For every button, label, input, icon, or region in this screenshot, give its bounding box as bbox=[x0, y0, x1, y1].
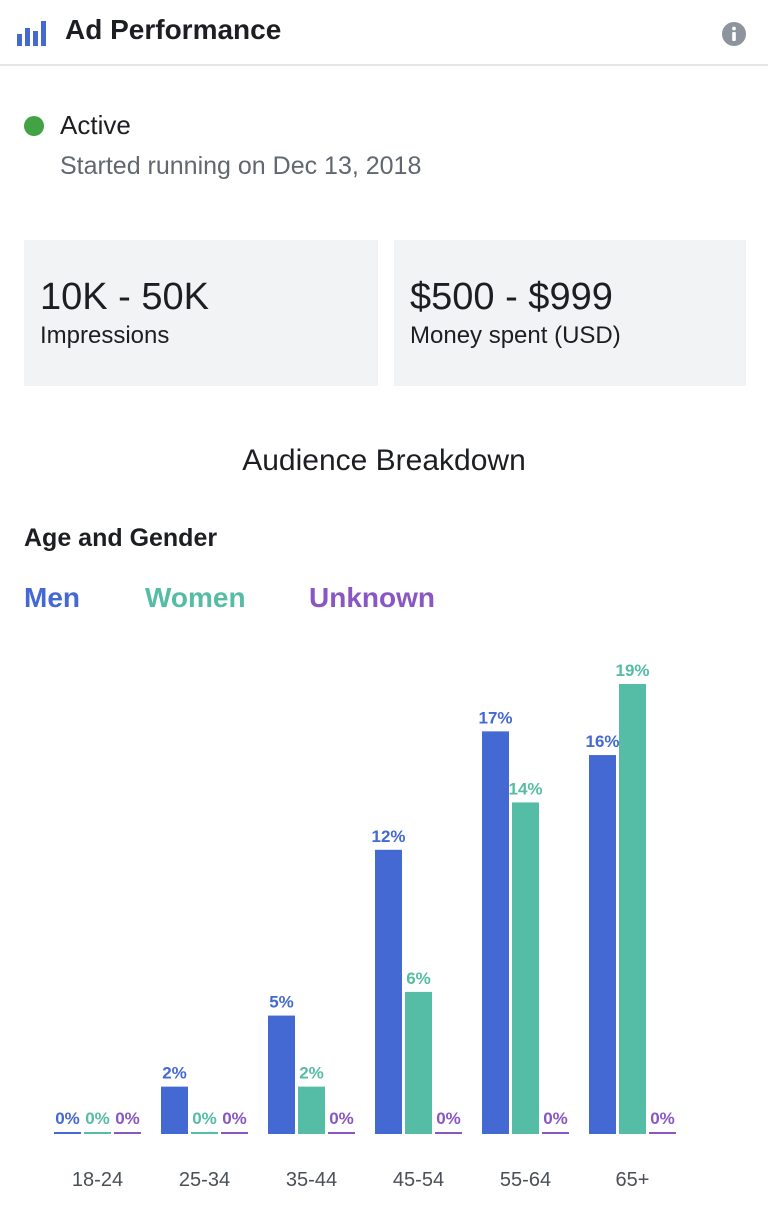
bar-label-women-18-24: 0% bbox=[85, 1109, 110, 1128]
x-tick-label: 25-34 bbox=[179, 1169, 230, 1191]
x-tick-label: 65+ bbox=[616, 1169, 650, 1191]
money-spent-card: $500 - $999 Money spent (USD) bbox=[394, 240, 746, 386]
bar-label-women-45-54: 6% bbox=[406, 969, 431, 988]
audience-breakdown-title: Audience Breakdown bbox=[242, 444, 526, 477]
bar-women-55-64[interactable] bbox=[512, 802, 539, 1134]
impressions-card: 10K - 50K Impressions bbox=[24, 240, 378, 386]
legend-unknown[interactable]: Unknown bbox=[309, 582, 435, 613]
x-tick-label: 55-64 bbox=[500, 1169, 551, 1191]
bar-unknown-65+[interactable] bbox=[649, 1132, 676, 1134]
bar-label-unknown-55-64: 0% bbox=[543, 1109, 568, 1128]
impressions-label: Impressions bbox=[40, 322, 170, 349]
status-text: Active bbox=[60, 110, 131, 140]
bar-label-unknown-45-54: 0% bbox=[436, 1109, 461, 1128]
bar-men-55-64[interactable] bbox=[482, 731, 509, 1134]
bar-unknown-45-54[interactable] bbox=[435, 1132, 462, 1134]
info-icon[interactable] bbox=[721, 21, 747, 47]
bar-label-men-18-24: 0% bbox=[55, 1109, 80, 1128]
impressions-value: 10K - 50K bbox=[40, 276, 209, 318]
bar-label-unknown-25-34: 0% bbox=[222, 1109, 247, 1128]
chart-title: Age and Gender bbox=[24, 524, 218, 552]
bar-women-35-44[interactable] bbox=[298, 1086, 325, 1134]
bar-women-25-34[interactable] bbox=[191, 1132, 218, 1134]
legend-women[interactable]: Women bbox=[145, 582, 246, 613]
bar-label-women-65+: 19% bbox=[615, 661, 649, 680]
bar-label-men-55-64: 17% bbox=[478, 708, 512, 727]
bar-men-35-44[interactable] bbox=[268, 1015, 295, 1134]
bar-men-18-24[interactable] bbox=[54, 1132, 81, 1134]
bar-unknown-25-34[interactable] bbox=[221, 1132, 248, 1134]
bar-men-25-34[interactable] bbox=[161, 1086, 188, 1134]
bar-label-men-35-44: 5% bbox=[269, 993, 294, 1012]
legend-men[interactable]: Men bbox=[24, 582, 80, 613]
bar-chart-icon bbox=[17, 21, 46, 46]
panel-header: Ad Performance bbox=[0, 0, 768, 66]
bar-label-women-35-44: 2% bbox=[299, 1064, 324, 1083]
bar-men-65+[interactable] bbox=[589, 755, 616, 1134]
bar-women-45-54[interactable] bbox=[405, 991, 432, 1134]
bar-unknown-35-44[interactable] bbox=[328, 1132, 355, 1134]
money-spent-label: Money spent (USD) bbox=[410, 322, 621, 349]
bar-label-women-55-64: 14% bbox=[508, 779, 542, 798]
bar-label-unknown-35-44: 0% bbox=[329, 1109, 354, 1128]
bar-label-unknown-18-24: 0% bbox=[115, 1109, 140, 1128]
bar-women-18-24[interactable] bbox=[84, 1132, 111, 1134]
bar-men-45-54[interactable] bbox=[375, 849, 402, 1134]
x-tick-label: 35-44 bbox=[286, 1169, 337, 1191]
start-date-text: Started running on Dec 13, 2018 bbox=[60, 152, 422, 180]
bar-label-men-25-34: 2% bbox=[162, 1064, 187, 1083]
bar-label-men-65+: 16% bbox=[585, 732, 619, 751]
bar-women-65+[interactable] bbox=[619, 684, 646, 1134]
bar-unknown-55-64[interactable] bbox=[542, 1132, 569, 1134]
x-tick-label: 45-54 bbox=[393, 1169, 444, 1191]
bar-unknown-18-24[interactable] bbox=[114, 1132, 141, 1134]
bar-label-men-45-54: 12% bbox=[371, 827, 405, 846]
bar-label-unknown-65+: 0% bbox=[650, 1109, 675, 1128]
bar-label-women-25-34: 0% bbox=[192, 1109, 217, 1128]
x-tick-label: 18-24 bbox=[72, 1169, 123, 1191]
panel-title: Ad Performance bbox=[65, 14, 282, 45]
status-indicator bbox=[24, 116, 44, 136]
money-spent-value: $500 - $999 bbox=[410, 276, 613, 318]
age-gender-bar-chart: 0% 0% 0% 18-24 2% 0% 0% 25-34 5% 2% 0% 35-44 12% 6% 0%… bbox=[54, 661, 676, 1191]
